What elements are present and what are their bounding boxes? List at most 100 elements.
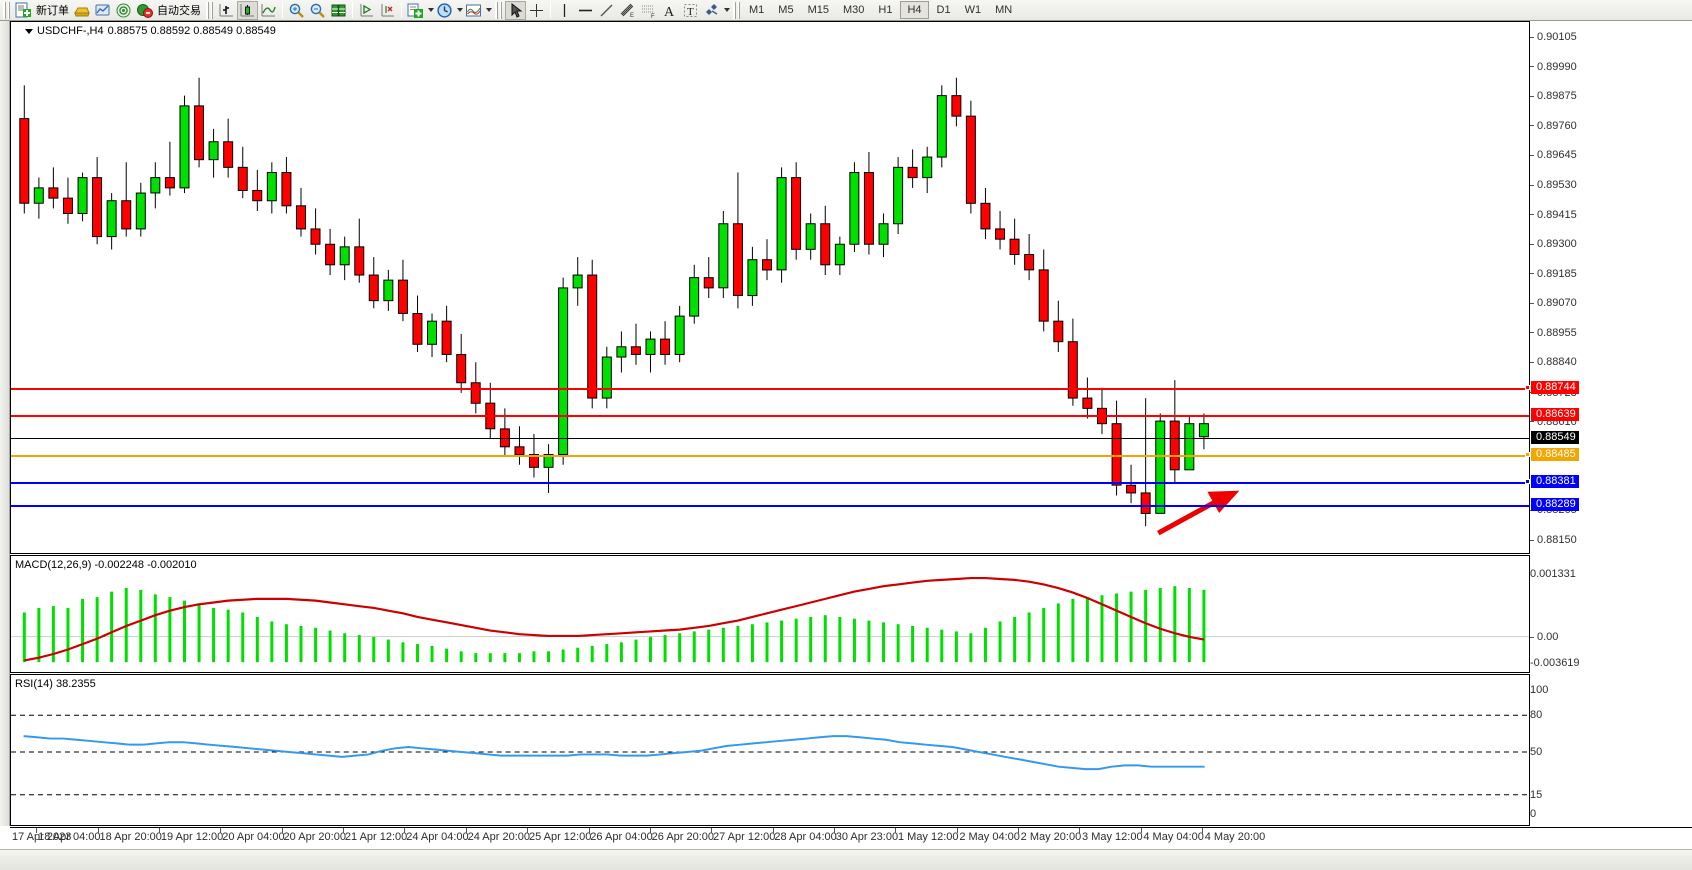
time-axis[interactable]: 17 Apr 2023 18 Apr 04:00 18 Apr 20:00 19 Ap…: [10, 827, 1692, 849]
timeframe-m5[interactable]: M5: [778, 4, 794, 16]
signals-icon[interactable]: [113, 1, 134, 20]
hline-icon[interactable]: [575, 1, 596, 20]
level-drag-handle[interactable]: [1525, 478, 1530, 484]
toolbar-divider-2: [352, 2, 353, 18]
period-icon[interactable]: [434, 1, 455, 20]
rsi-tick: 0: [1530, 808, 1537, 821]
time-tick-mark: [649, 828, 651, 833]
trendline-icon[interactable]: [596, 1, 617, 20]
time-tick-label: 25 Apr 12:00: [528, 831, 592, 843]
chevron-down-icon-objects[interactable]: [724, 8, 730, 12]
time-tick-mark: [1202, 828, 1203, 833]
rsi-tick: 15: [1530, 789, 1543, 802]
bar-chart-icon[interactable]: [216, 1, 237, 20]
rsi-series: [11, 714, 1529, 796]
crosshair-icon[interactable]: [526, 1, 547, 20]
timeframe-group: M1 M5 M15 M30 H1 H4 D1 W1 MN: [743, 1, 1018, 19]
new-order-label[interactable]: 新订单: [36, 5, 69, 17]
time-tick-mark: [465, 828, 467, 833]
autotrade-icon[interactable]: [134, 1, 155, 20]
level-line-support[interactable]: [11, 505, 1529, 508]
chevron-down-icon-templates[interactable]: [486, 8, 492, 12]
text-icon[interactable]: A: [659, 1, 680, 20]
macd-axis[interactable]: 0.001331 0.00 -0.003619: [1529, 555, 1692, 673]
scroll-end-icon[interactable]: [356, 1, 377, 20]
toolbar-divider-1: [282, 2, 283, 18]
time-tick-mark: [1017, 828, 1019, 833]
macd-tick: -0.003619: [1530, 656, 1580, 669]
time-tick-mark: [343, 828, 345, 833]
rsi-pane[interactable]: RSI(14) 38.2355: [10, 674, 1529, 826]
zoom-out-icon[interactable]: [307, 1, 328, 20]
fibonacci-icon[interactable]: F: [638, 1, 659, 20]
chevron-down-icon-period[interactable]: [457, 8, 463, 12]
price-pane[interactable]: USDCHF-,H4 0.88575 0.88592 0.88549 0.885…: [10, 21, 1529, 554]
price-axis[interactable]: 0.90105 0.89990 0.89875 0.89760 0.89645 0.895…: [1525, 21, 1692, 554]
timeframe-w1[interactable]: W1: [964, 4, 982, 16]
horizontal-scrollbar[interactable]: [0, 849, 1692, 870]
equidistant-channel-icon[interactable]: E: [617, 1, 638, 20]
templates-icon[interactable]: [463, 1, 484, 20]
indicators-icon[interactable]: [405, 1, 426, 20]
level-line-support[interactable]: [11, 481, 1529, 484]
timeframe-h4[interactable]: H4: [900, 1, 929, 19]
time-tick-mark: [159, 828, 161, 833]
toolbar-grip-4[interactable]: [733, 1, 740, 19]
toolbar-grip-2[interactable]: [206, 1, 213, 19]
time-tick-mark: [833, 828, 835, 833]
level-drag-handle[interactable]: [1525, 385, 1530, 391]
time-tick-mark: [1140, 828, 1142, 833]
svg-text:T: T: [687, 6, 694, 18]
timeframe-mn[interactable]: MN: [995, 4, 1013, 16]
macd-pane[interactable]: MACD(12,26,9) -0.002248 -0.002010: [10, 555, 1529, 673]
cursor-icon[interactable]: [505, 0, 526, 20]
level-line-current[interactable]: [11, 438, 1529, 440]
zoom-in-icon[interactable]: [286, 1, 307, 20]
level-label-0.88549[interactable]: 0.88549: [1531, 431, 1579, 445]
timeframe-h1[interactable]: H1: [878, 4, 893, 16]
candlestick-icon[interactable]: [237, 0, 258, 20]
autotrade-label[interactable]: 自动交易: [157, 5, 201, 17]
time-tick-label: 26 Apr 04:00: [590, 831, 653, 843]
rsi-axis[interactable]: 100 80 50 15 0: [1529, 674, 1692, 826]
svg-text:E: E: [630, 13, 634, 19]
level-label-0.88485[interactable]: 0.88485: [1525, 447, 1579, 461]
toolbar-grip[interactable]: [3, 1, 10, 19]
level-drag-handle[interactable]: [1525, 451, 1530, 457]
time-tick-mark: [527, 828, 529, 833]
arrow-annotation[interactable]: [11, 22, 1529, 553]
shift-end-icon[interactable]: [377, 1, 398, 20]
rsi-tick: 80: [1530, 708, 1543, 721]
timeframe-m15[interactable]: M15: [807, 4, 829, 16]
level-line-resistance[interactable]: [11, 415, 1529, 418]
price-tick: 0.89300: [1530, 238, 1577, 250]
vline-icon[interactable]: [554, 1, 575, 20]
terminal-icon[interactable]: [92, 1, 113, 20]
price-tick: 0.89070: [1530, 297, 1577, 309]
timeframe-m1[interactable]: M1: [749, 4, 765, 16]
chevron-down-icon-indicators[interactable]: [428, 8, 434, 12]
new-order-icon[interactable]: [13, 1, 34, 20]
time-tick-mark: [772, 828, 774, 833]
objects-icon[interactable]: [701, 1, 722, 20]
time-tick-label: 20 Apr 04:00: [222, 831, 285, 843]
chart-area[interactable]: USDCHF-,H4 0.88575 0.88592 0.88549 0.885…: [0, 21, 1692, 870]
level-label-0.88639[interactable]: 0.88639: [1531, 408, 1579, 422]
gold-bar-icon[interactable]: [71, 1, 92, 20]
level-label-0.88381[interactable]: 0.88381: [1525, 474, 1579, 488]
textlabel-icon[interactable]: T: [680, 1, 701, 20]
time-tick-label: 28 Apr 04:00: [774, 831, 837, 843]
level-line-resistance[interactable]: [11, 388, 1529, 391]
level-line-pivot[interactable]: [11, 454, 1529, 457]
toolbar-grip-3[interactable]: [495, 1, 502, 19]
level-label-0.88744[interactable]: 0.88744: [1525, 381, 1579, 395]
time-tick-label: 17 Apr 2023: [12, 831, 72, 843]
collapse-triangle-icon[interactable]: [25, 28, 33, 34]
time-tick-mark: [220, 828, 222, 833]
data-window-icon[interactable]: [328, 1, 349, 20]
line-chart-icon[interactable]: [258, 1, 279, 20]
timeframe-d1[interactable]: D1: [936, 4, 951, 16]
time-tick-mark: [956, 828, 958, 833]
level-label-0.88289[interactable]: 0.88289: [1531, 498, 1579, 512]
timeframe-m30[interactable]: M30: [842, 4, 865, 16]
